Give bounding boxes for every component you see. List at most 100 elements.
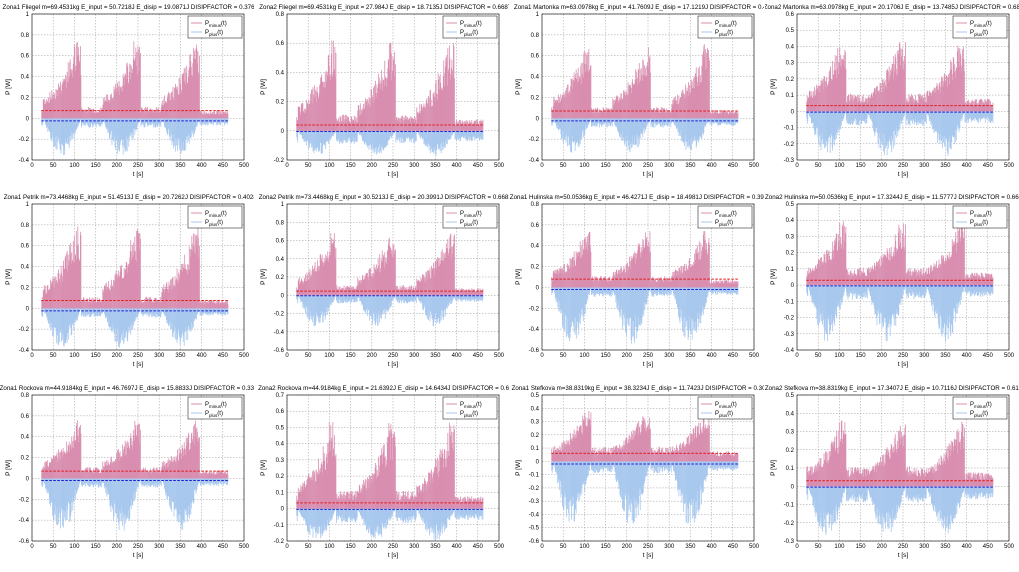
p-plus-bar	[109, 308, 111, 330]
p-plus-bar	[224, 308, 226, 315]
p-minus-bar	[79, 46, 81, 119]
p-plus-bar	[60, 118, 61, 149]
p-minus-bar	[312, 103, 313, 131]
p-minus-bar	[573, 72, 575, 119]
p-minus-bar	[597, 107, 598, 119]
p-plus-bar	[556, 287, 558, 297]
p-minus-bar	[464, 291, 466, 296]
p-plus-bar	[884, 111, 885, 155]
p-minus-bar	[436, 258, 438, 296]
p-plus-bar	[700, 118, 702, 139]
p-minus-bar	[74, 262, 76, 309]
p-minus-bar	[918, 93, 920, 112]
p-plus-bar	[581, 287, 583, 310]
p-plus-bar	[957, 111, 959, 125]
p-minus-bar	[226, 303, 227, 309]
p-plus-bar	[676, 118, 678, 128]
p-minus-bar	[434, 102, 436, 131]
p-minus-bar	[985, 101, 987, 112]
p-minus-bar	[554, 100, 556, 119]
p-plus-bar	[43, 118, 45, 120]
p-minus-bar	[733, 114, 735, 119]
p-plus-bar	[551, 287, 553, 295]
p-plus-bar	[127, 118, 129, 138]
p-plus-bar	[685, 118, 686, 135]
p-minus-bar	[441, 248, 443, 296]
p-plus-bar	[868, 111, 870, 116]
p-plus-bar	[720, 118, 722, 126]
p-plus-bar	[652, 287, 653, 297]
p-plus-bar	[662, 118, 664, 125]
y-tick-label: 0.2	[276, 100, 285, 106]
p-plus-bar	[165, 308, 167, 321]
p-minus-bar	[578, 77, 580, 119]
p-minus-bar	[691, 84, 693, 119]
p-plus-bar	[128, 308, 130, 329]
p-minus-bar	[376, 264, 378, 296]
p-minus-bar	[386, 251, 388, 296]
p-minus-bar	[310, 93, 311, 131]
p-plus-bar	[815, 111, 817, 135]
p-minus-bar	[389, 43, 391, 131]
p-plus-bar	[180, 308, 182, 342]
p-minus-bar	[631, 82, 633, 119]
p-plus-bar	[867, 111, 869, 115]
p-plus-bar	[420, 130, 422, 137]
p-plus-bar	[817, 111, 818, 128]
p-plus-bar	[305, 295, 307, 308]
p-minus-bar	[223, 112, 225, 119]
p-plus-bar	[833, 111, 835, 137]
p-minus-bar	[355, 122, 357, 131]
p-plus-bar	[560, 118, 562, 140]
x-tick-label: 100	[324, 163, 335, 169]
p-plus-bar	[962, 111, 964, 115]
p-minus-bar	[670, 111, 672, 119]
p-plus-bar	[449, 295, 451, 302]
p-plus-bar	[79, 308, 81, 311]
p-plus-bar	[369, 295, 370, 321]
p-minus-bar	[42, 99, 44, 119]
p-minus-bar	[949, 70, 951, 112]
p-minus-bar	[439, 76, 441, 131]
p-plus-bar	[123, 118, 125, 140]
p-minus-bar	[392, 243, 394, 296]
p-minus-bar	[200, 301, 201, 309]
p-minus-bar	[85, 113, 87, 119]
p-plus-bar	[656, 118, 658, 125]
p-minus-bar	[378, 73, 380, 131]
p-minus-bar	[164, 100, 166, 119]
p-minus-bar	[712, 112, 713, 119]
p-plus-bar	[216, 308, 218, 315]
p-plus-bar	[455, 130, 457, 140]
p-plus-bar	[419, 295, 421, 302]
p-plus-bar	[977, 111, 979, 119]
p-plus-bar	[613, 287, 615, 296]
p-minus-bar	[58, 83, 59, 119]
p-minus-bar	[933, 88, 935, 112]
p-minus-bar	[431, 265, 432, 296]
p-plus-bar	[139, 308, 141, 310]
p-minus-bar	[445, 57, 447, 131]
p-minus-bar	[372, 273, 374, 296]
p-minus-bar	[435, 261, 437, 296]
p-minus-bar	[100, 302, 102, 309]
p-minus-bar	[861, 96, 863, 112]
p-plus-bar	[60, 118, 62, 154]
p-minus-bar	[92, 301, 94, 309]
p-minus-bar	[926, 91, 928, 112]
p-plus-bar	[567, 118, 569, 137]
p-plus-bar	[419, 130, 421, 137]
p-minus-bar	[978, 104, 980, 112]
p-plus-bar	[562, 118, 563, 131]
p-minus-bar	[118, 275, 120, 309]
p-minus-bar	[654, 108, 655, 119]
p-plus-bar	[402, 130, 403, 138]
p-minus-bar	[449, 234, 451, 296]
p-plus-bar	[339, 295, 340, 300]
p-minus-bar	[383, 85, 385, 131]
p-minus-bar	[145, 302, 147, 309]
p-plus-bar	[41, 118, 43, 126]
p-plus-bar	[321, 130, 323, 154]
p-minus-bar	[69, 245, 71, 309]
p-plus-bar	[645, 287, 647, 303]
